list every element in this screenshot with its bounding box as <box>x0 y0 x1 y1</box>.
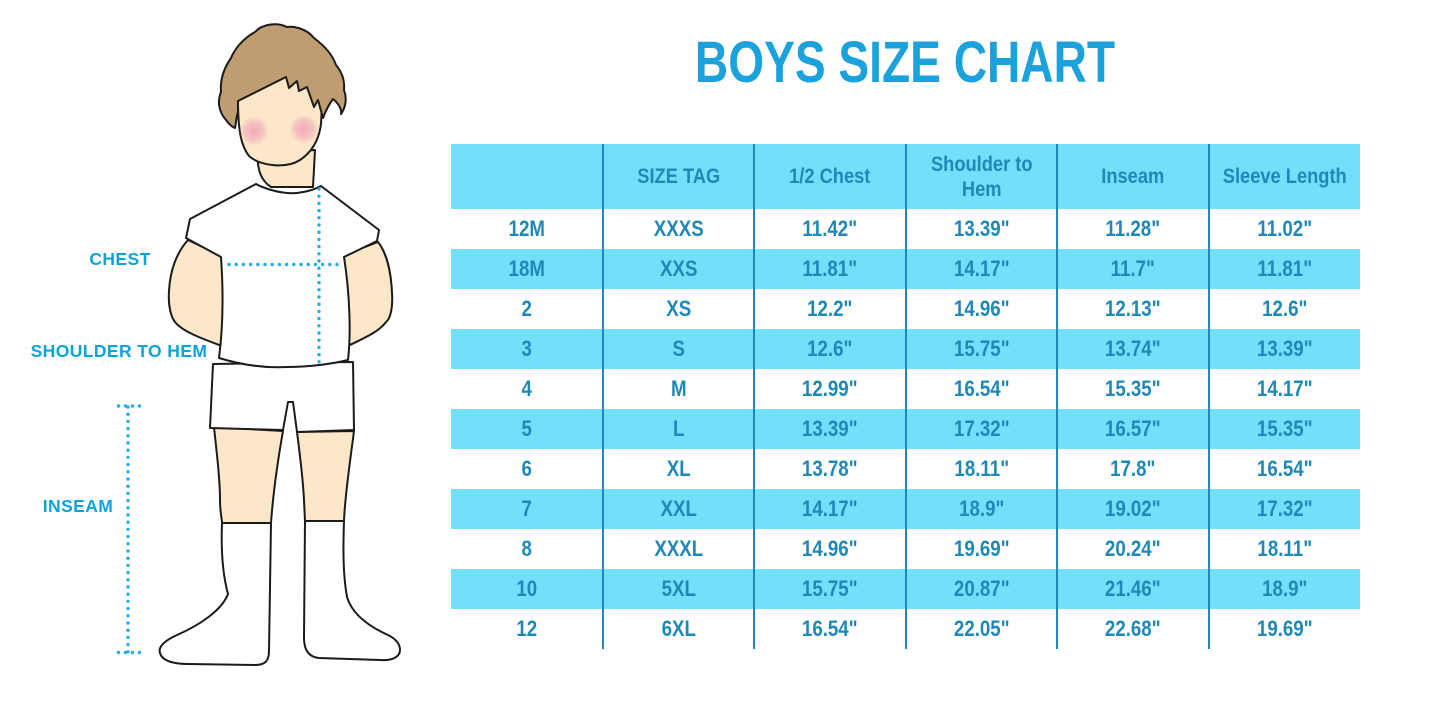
svg-text:INSEAM: INSEAM <box>43 496 113 516</box>
svg-text:SHOULDER TO HEM: SHOULDER TO HEM <box>31 341 208 361</box>
svg-text:CHEST: CHEST <box>89 249 150 269</box>
